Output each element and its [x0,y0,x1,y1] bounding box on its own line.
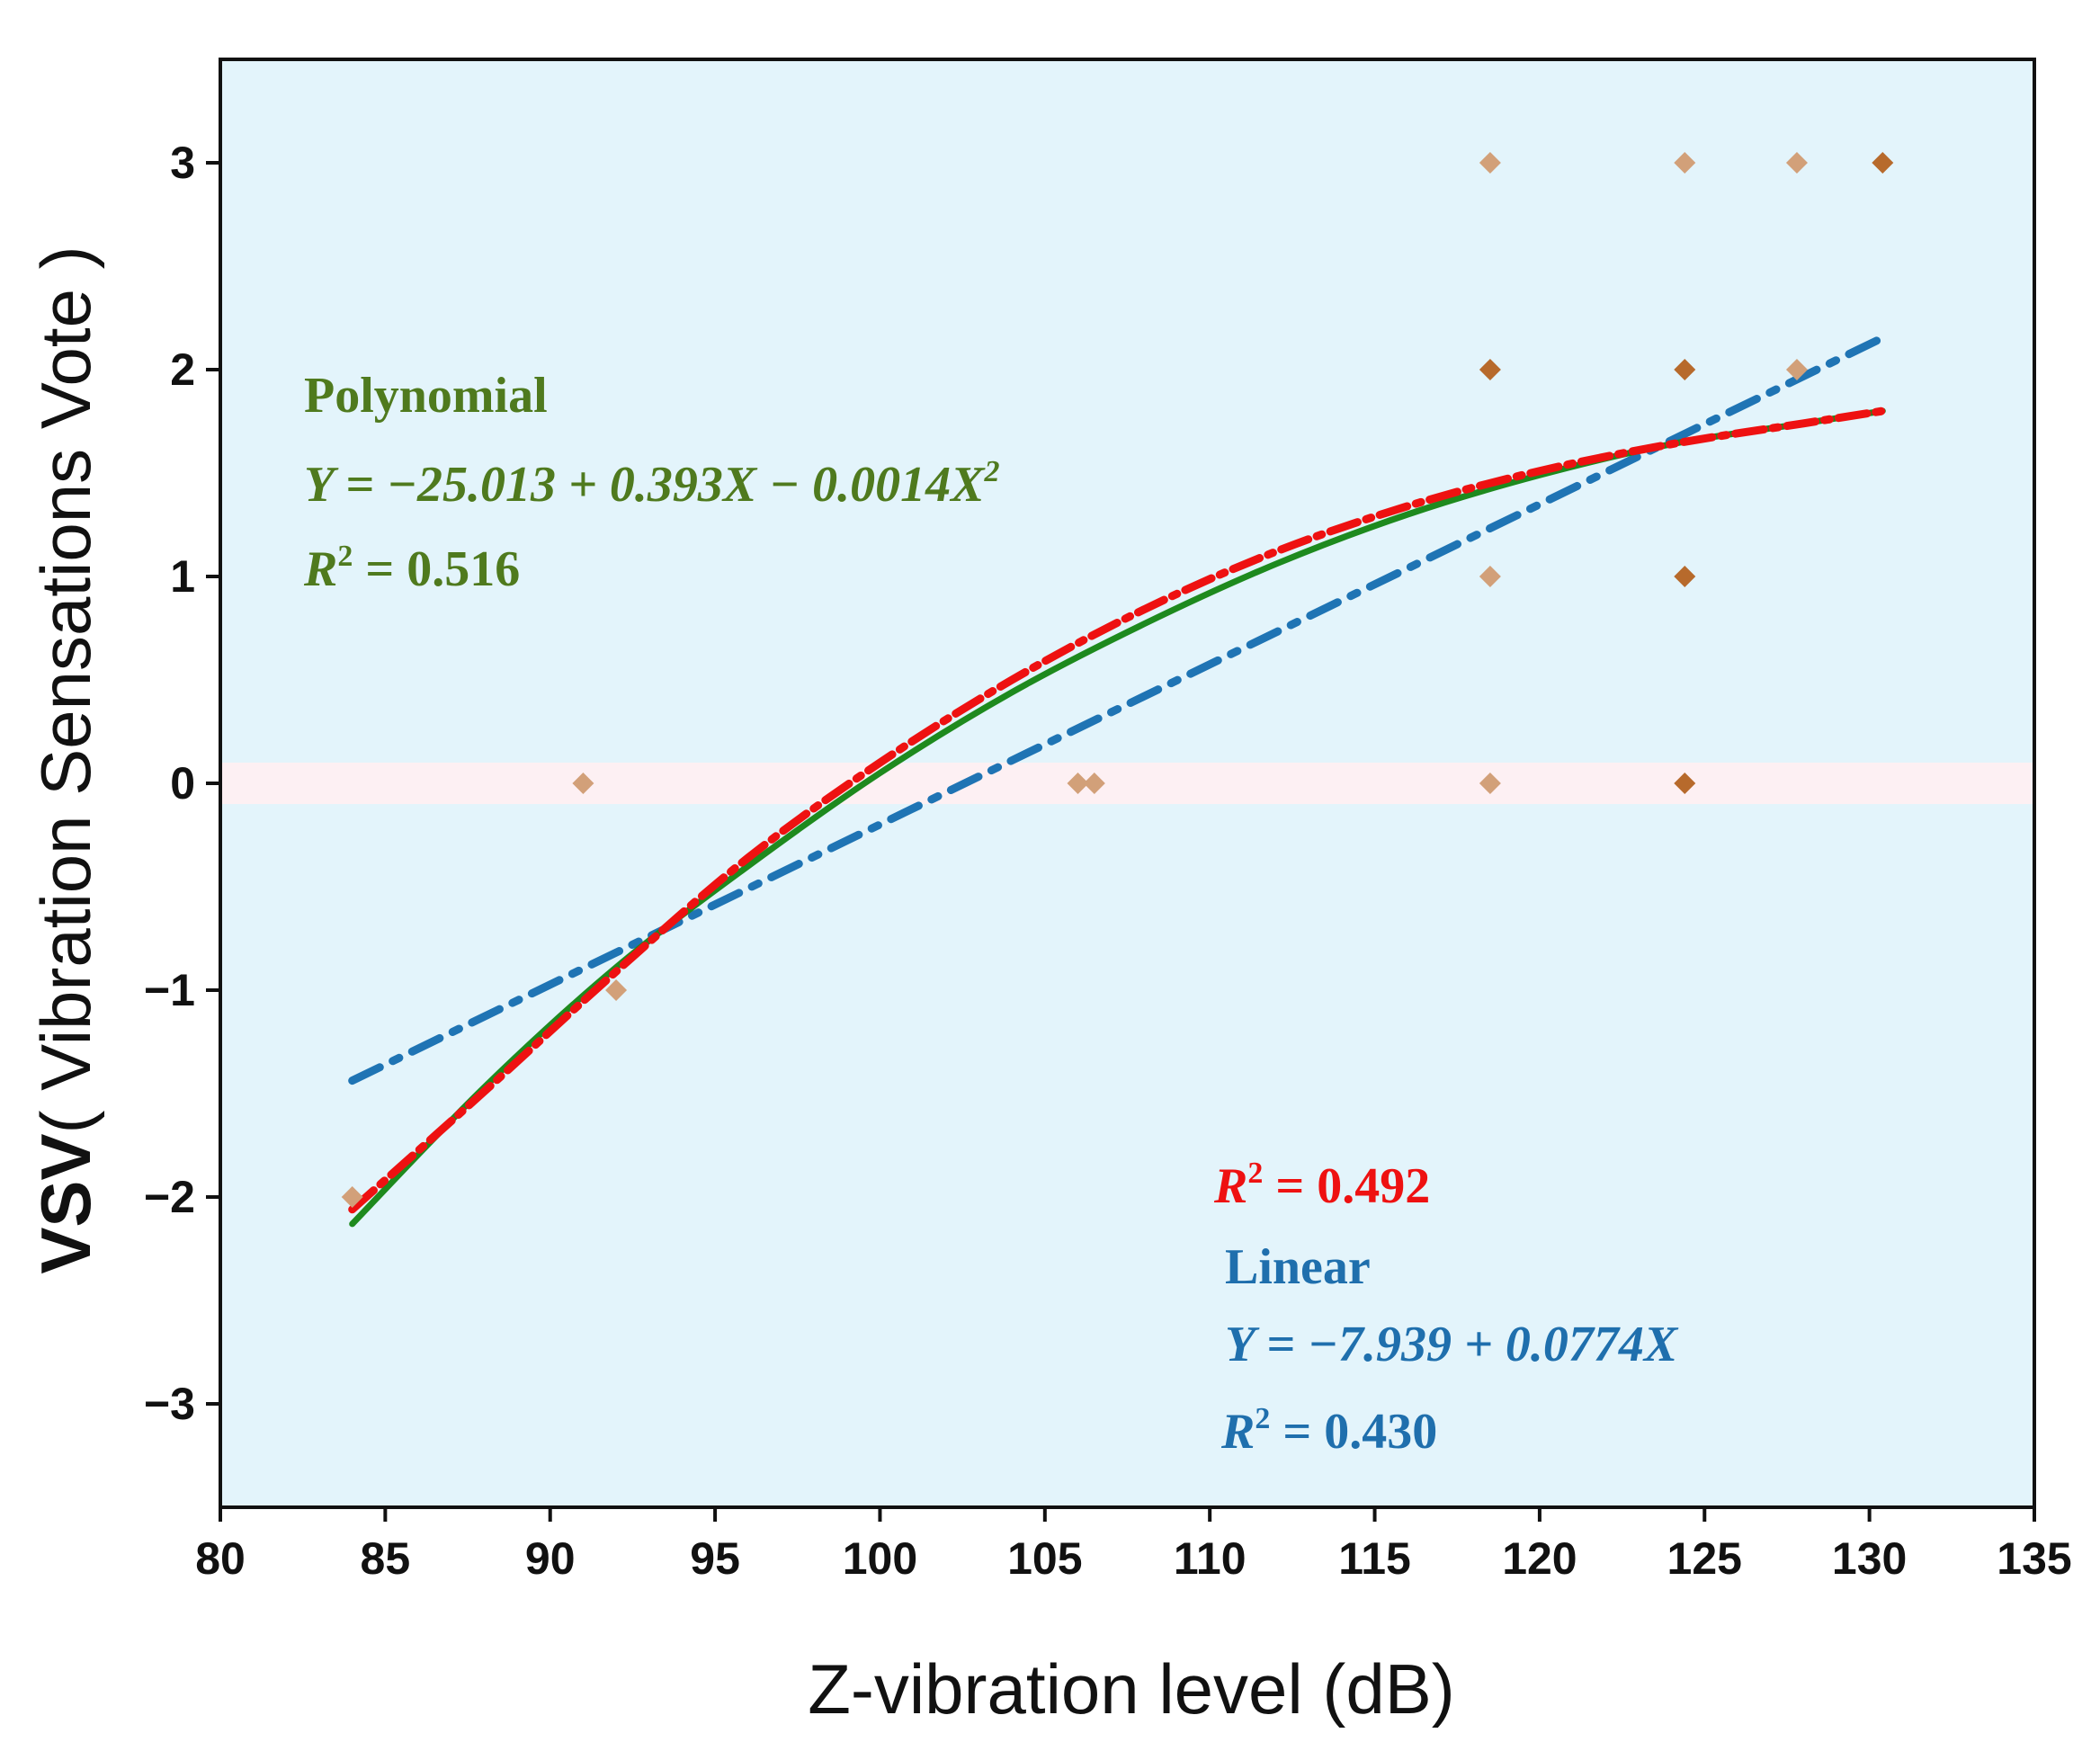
x-tick-label-80: 80 [195,1533,246,1584]
linear-r2: R2 = 0.430 [1220,1402,1437,1460]
data-point-2 [605,979,628,1001]
data-point-6 [1479,566,1501,587]
red-r2: R2 = 0.492 [1213,1157,1430,1214]
x-tick-label-135: 135 [1997,1533,2071,1584]
y-tick-label-3: 0 [170,758,195,808]
linear-title: Linear [1225,1239,1371,1295]
x-tick-label-100: 100 [843,1533,917,1584]
polynomial-equation-main: Y = −25.013 + 0.393X − 0.0014X [304,457,986,513]
data-point-7 [1479,359,1501,380]
red-r2-value: = 0.492 [1263,1158,1430,1214]
y-tick-label-5: −2 [144,1172,195,1222]
data-point-9 [1674,773,1696,794]
x-tick-label-110: 110 [1174,1533,1247,1584]
x-tick-label-130: 130 [1832,1533,1907,1584]
data-point-11 [1674,359,1696,380]
polynomial-r2: R2 = 0.516 [303,540,520,597]
fit-curves [348,334,1887,1228]
data-point-8 [1479,152,1501,174]
red-r2-symbol: R [1213,1158,1247,1214]
x-tick-label-105: 105 [1007,1533,1082,1584]
zero-reference-band [220,763,2034,804]
polynomial-r2-value: = 0.516 [353,541,520,597]
red-fit-annotation: R2 = 0.492 [1213,1157,1430,1214]
x-axis-ticks: 80 85 90 95 100 105 110 115 120 125 130 135 [195,1507,2072,1584]
linear-annotation: Linear Y = −7.939 + 0.0774X R2 = 0.430 [1220,1239,1679,1460]
data-point-15 [1872,152,1894,174]
data-point-0 [341,1186,363,1208]
polynomial-annotation: Polynomial Y = −25.013 + 0.393X − 0.0014… [303,368,1000,597]
data-point-10 [1674,566,1696,587]
linear-equation: Y = −7.939 + 0.0774X [1225,1317,1679,1372]
data-point-3 [1067,773,1089,794]
fit-curve-linear [348,334,1887,1085]
fit-curve-r2-0-492-fit [348,406,1887,1214]
y-tick-label-1: 2 [170,344,195,395]
data-point-4 [1083,773,1105,794]
red-r2-sup: 2 [1247,1157,1263,1190]
polynomial-equation: Y = −25.013 + 0.393X − 0.0014X2 [304,455,1000,513]
x-tick-label-115: 115 [1338,1533,1411,1584]
y-axis-title-rest: ( Vibration Sensations Vote ) [26,246,105,1133]
data-point-13 [1785,359,1808,380]
y-axis-ticks: 3 2 1 0 −1 −2 −3 [144,138,220,1429]
y-tick-label-6: −3 [144,1379,195,1429]
y-axis-title: VSV( Vibration Sensations Vote ) [26,246,105,1273]
x-tick-label-125: 125 [1667,1533,1742,1584]
x-tick-label-90: 90 [525,1533,576,1584]
y-tick-label-4: −1 [144,965,195,1015]
x-tick-label-95: 95 [690,1533,740,1584]
polynomial-title: Polynomial [304,368,548,424]
y-tick-label-0: 3 [170,138,195,188]
y-axis-title-bold: VSV [26,1134,105,1274]
x-tick-label-120: 120 [1502,1533,1577,1584]
linear-r2-sup: 2 [1255,1402,1270,1435]
polynomial-r2-sup: 2 [337,540,353,573]
polynomial-equation-sup: 2 [984,455,1000,488]
data-point-14 [1785,152,1808,174]
y-tick-label-2: 1 [170,551,195,602]
polynomial-r2-symbol: R [303,541,337,597]
linear-r2-value: = 0.430 [1270,1404,1437,1460]
data-points [341,152,1894,1208]
data-point-1 [572,773,594,794]
data-point-5 [1479,773,1501,794]
data-point-12 [1674,152,1696,174]
linear-r2-symbol: R [1220,1404,1255,1460]
x-tick-label-85: 85 [361,1533,411,1584]
x-axis-title: Z-vibration level (dB) [808,1649,1455,1729]
